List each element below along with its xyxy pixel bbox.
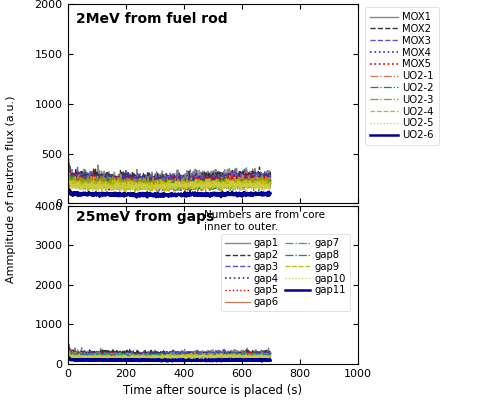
X-axis label: Time after source is placed (s): Time after source is placed (s) [123,384,302,397]
Text: 2MeV from fuel rod: 2MeV from fuel rod [76,12,228,26]
Text: Numbers are from core
inner to outer.: Numbers are from core inner to outer. [204,210,325,232]
Text: Ammplitude of neutron flux (a.u.): Ammplitude of neutron flux (a.u.) [6,95,16,283]
Legend: MOX1, MOX2, MOX3, MOX4, MOX5, UO2-1, UO2-2, UO2-3, UO2-4, UO2-5, UO2-6: MOX1, MOX2, MOX3, MOX4, MOX5, UO2-1, UO2… [366,7,439,145]
Legend: gap1, gap2, gap3, gap4, gap5, gap6, gap7, gap8, gap9, gap10, gap11: gap1, gap2, gap3, gap4, gap5, gap6, gap7… [221,234,350,311]
Text: 25meV from gaps: 25meV from gaps [76,210,214,224]
